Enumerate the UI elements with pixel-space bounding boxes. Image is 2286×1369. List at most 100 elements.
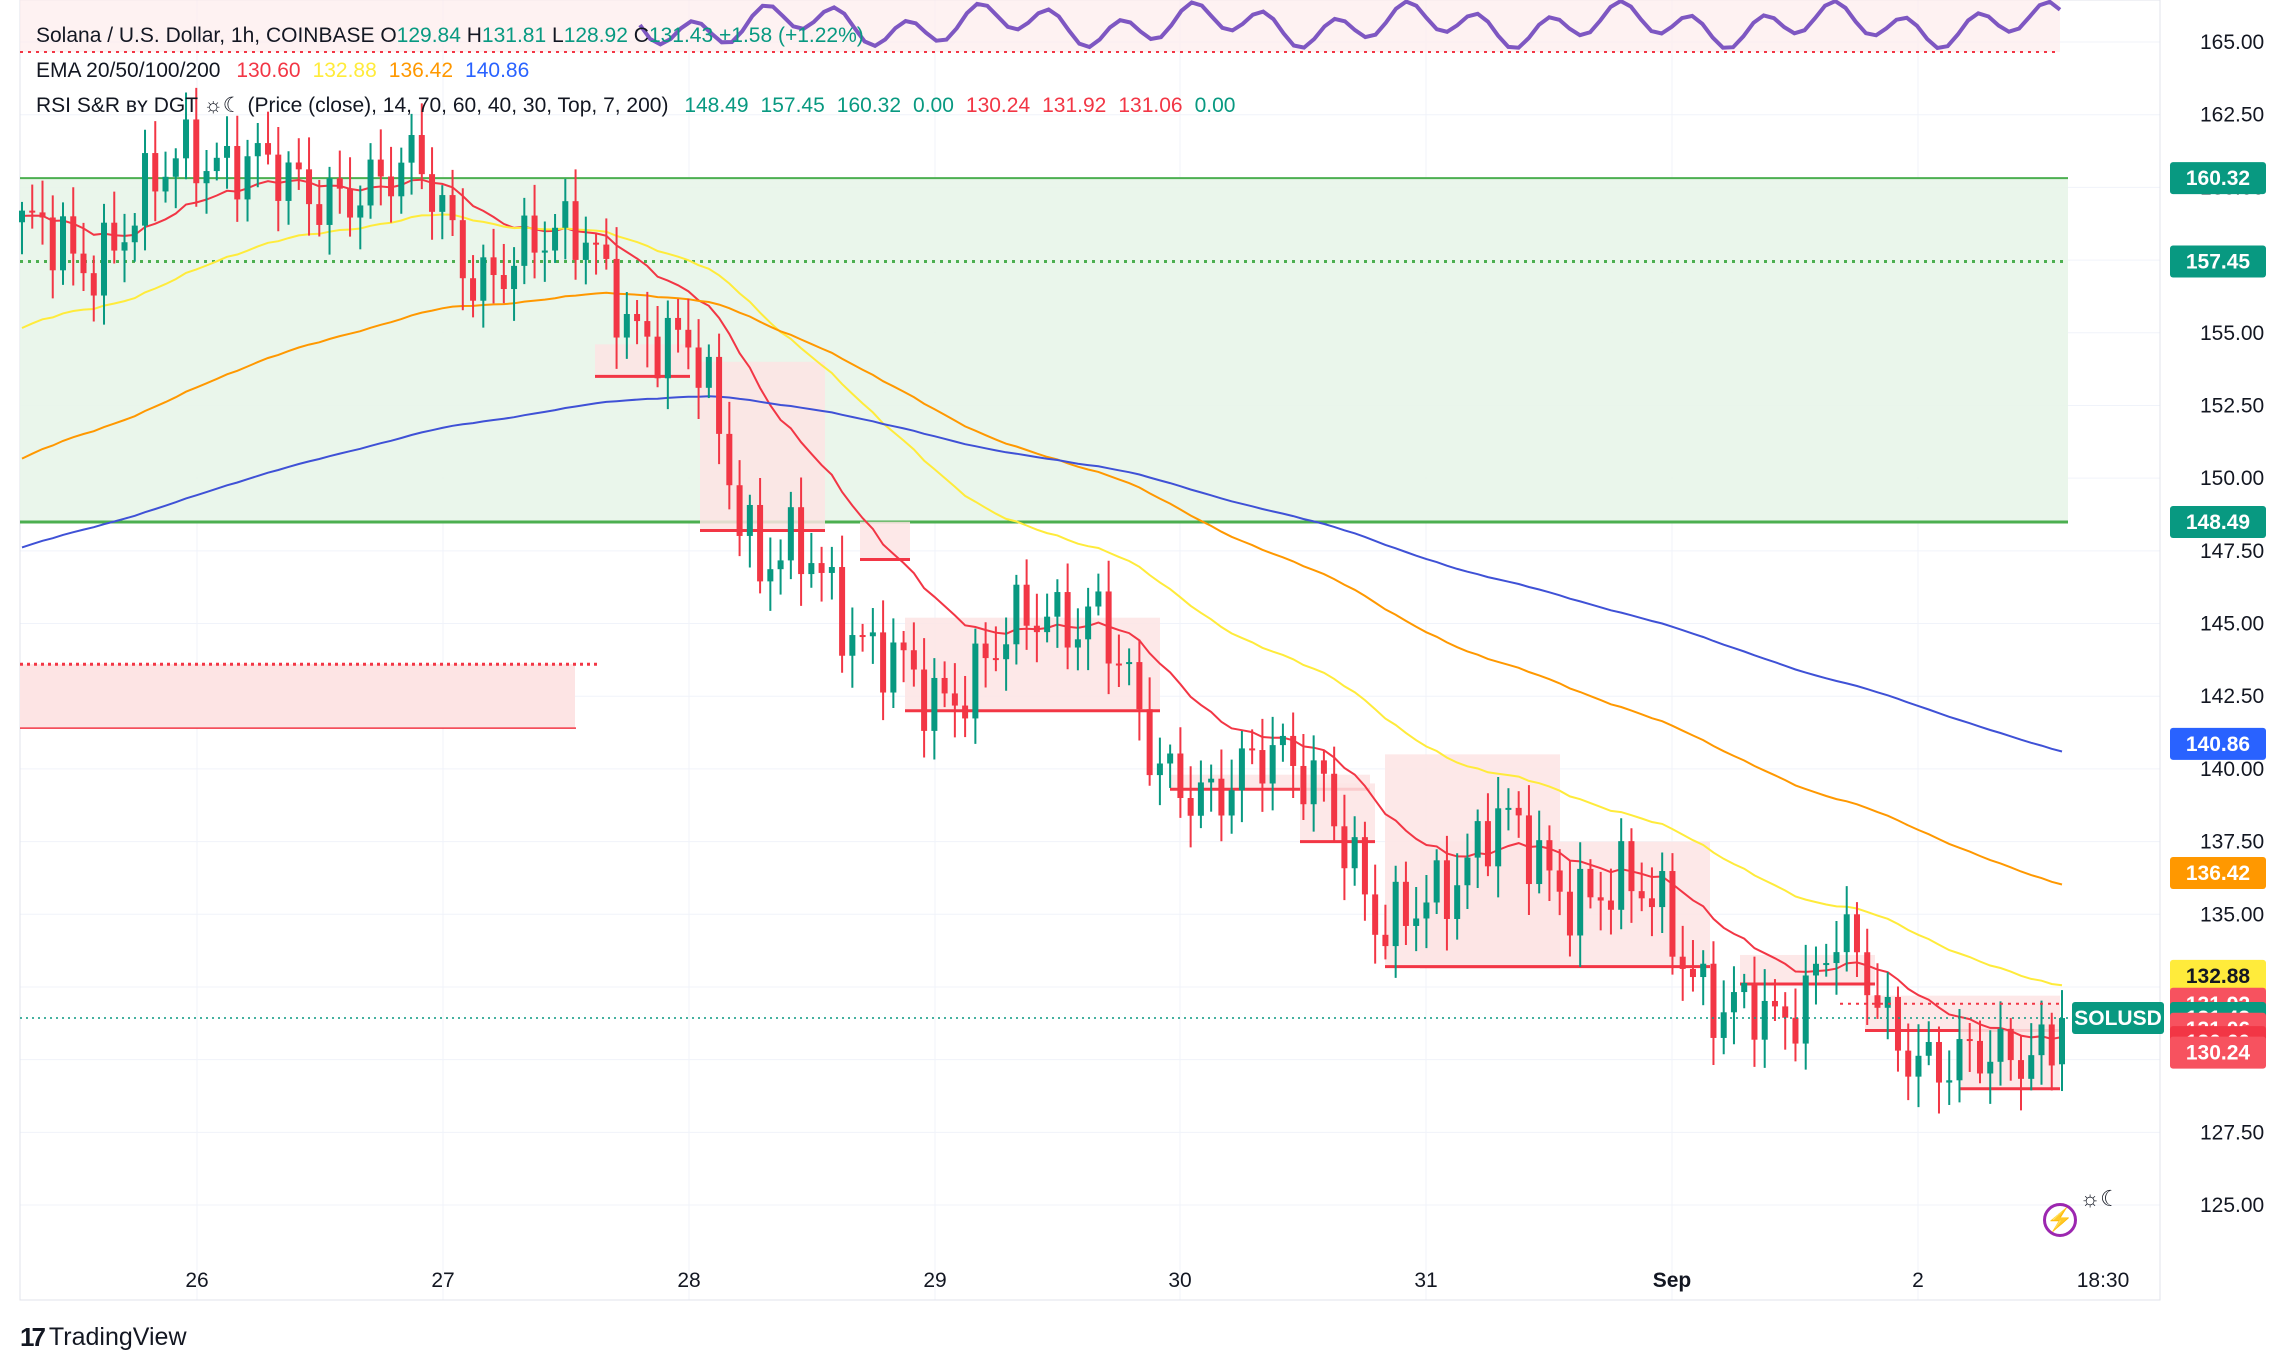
- candle[interactable]: [1208, 764, 1215, 812]
- candle[interactable]: [408, 113, 415, 195]
- candle[interactable]: [1505, 788, 1512, 831]
- candle[interactable]: [449, 169, 456, 236]
- candle[interactable]: [1382, 904, 1389, 960]
- rsi-label[interactable]: RSI S&R ʙʏ DGT ☼☾ (Price (close), 14, 70…: [36, 94, 669, 117]
- candle[interactable]: [798, 477, 805, 606]
- candle[interactable]: [1935, 1026, 1942, 1114]
- candle[interactable]: [1187, 766, 1194, 848]
- candle[interactable]: [1792, 988, 1799, 1062]
- candle[interactable]: [80, 222, 87, 292]
- candle[interactable]: [1833, 920, 1840, 995]
- candle[interactable]: [1177, 727, 1184, 818]
- candle[interactable]: [1464, 833, 1471, 910]
- candle[interactable]: [1372, 864, 1379, 964]
- candle[interactable]: [992, 626, 999, 672]
- candle[interactable]: [367, 143, 374, 219]
- candle[interactable]: [357, 185, 364, 250]
- candle[interactable]: [1771, 979, 1778, 1021]
- candle[interactable]: [982, 622, 989, 688]
- candle[interactable]: [418, 103, 425, 190]
- candle[interactable]: [490, 228, 497, 304]
- symbol-title[interactable]: Solana / U.S. Dollar, 1h, COINBASE: [36, 24, 375, 47]
- candle[interactable]: [1402, 861, 1409, 946]
- lightning-icon[interactable]: ⚡: [2043, 1203, 2077, 1237]
- legend-ema-row[interactable]: EMA 20/50/100/200 130.60 132.88 136.42 140.…: [36, 53, 1247, 88]
- candle[interactable]: [1054, 579, 1061, 648]
- candle[interactable]: [1946, 1050, 1953, 1105]
- candle[interactable]: [1269, 716, 1276, 811]
- candle[interactable]: [1167, 744, 1174, 788]
- candle[interactable]: [654, 306, 661, 388]
- candle[interactable]: [1730, 966, 1737, 1045]
- candle[interactable]: [152, 121, 159, 222]
- candle[interactable]: [1956, 1008, 1963, 1103]
- candle[interactable]: [172, 148, 179, 209]
- theme-toggle-icon[interactable]: ☼☾: [2080, 1186, 2120, 1211]
- candle[interactable]: [1720, 980, 1727, 1055]
- candle[interactable]: [316, 179, 323, 237]
- candle[interactable]: [1454, 853, 1461, 940]
- candle[interactable]: [459, 188, 466, 311]
- candle[interactable]: [1259, 718, 1266, 812]
- candle[interactable]: [900, 630, 907, 683]
- candle[interactable]: [839, 535, 846, 673]
- candle[interactable]: [1843, 886, 1850, 972]
- candle[interactable]: [1074, 608, 1081, 671]
- candle[interactable]: [101, 203, 108, 325]
- candle[interactable]: [1341, 794, 1348, 901]
- candle[interactable]: [962, 675, 969, 738]
- candle[interactable]: [162, 151, 169, 203]
- candle[interactable]: [480, 244, 487, 328]
- candle[interactable]: [1669, 853, 1676, 975]
- candle[interactable]: [1290, 712, 1297, 798]
- candle[interactable]: [1433, 849, 1440, 915]
- candle[interactable]: [1894, 986, 1901, 1072]
- candle[interactable]: [808, 532, 815, 588]
- candle[interactable]: [1474, 809, 1481, 888]
- candle[interactable]: [2059, 990, 2065, 1092]
- candle[interactable]: [726, 401, 733, 510]
- candle[interactable]: [1976, 1020, 1983, 1084]
- candle[interactable]: [613, 227, 620, 369]
- candle[interactable]: [1228, 759, 1235, 834]
- candle[interactable]: [244, 139, 251, 222]
- candle[interactable]: [1648, 867, 1655, 937]
- candle[interactable]: [1905, 1023, 1912, 1101]
- candle[interactable]: [1607, 868, 1614, 935]
- candle[interactable]: [49, 195, 56, 299]
- candle[interactable]: [1556, 849, 1563, 916]
- candle[interactable]: [644, 291, 651, 368]
- candle[interactable]: [736, 460, 743, 557]
- candle[interactable]: [1105, 560, 1112, 695]
- candle[interactable]: [1238, 731, 1245, 823]
- candle[interactable]: [1802, 944, 1809, 1070]
- candle[interactable]: [787, 491, 794, 580]
- candle[interactable]: [1085, 587, 1092, 671]
- candles[interactable]: [19, 87, 2065, 1114]
- candle[interactable]: [1874, 963, 1881, 1019]
- candle[interactable]: [859, 623, 866, 652]
- candle[interactable]: [716, 333, 723, 465]
- candle[interactable]: [777, 539, 784, 595]
- candle[interactable]: [1249, 729, 1256, 765]
- candle[interactable]: [60, 202, 67, 285]
- candle[interactable]: [213, 142, 220, 181]
- candle[interactable]: [1782, 992, 1789, 1050]
- candle[interactable]: [562, 178, 569, 260]
- candle[interactable]: [685, 298, 692, 370]
- candle[interactable]: [1710, 941, 1717, 1066]
- candle[interactable]: [1864, 928, 1871, 1026]
- candle[interactable]: [1156, 737, 1163, 806]
- candle[interactable]: [1525, 785, 1532, 915]
- candle[interactable]: [265, 111, 272, 165]
- candle[interactable]: [541, 221, 548, 282]
- candle[interactable]: [2007, 1017, 2014, 1081]
- candle[interactable]: [951, 663, 958, 738]
- legend-symbol-row[interactable]: Solana / U.S. Dollar, 1h, COINBASE O129.…: [36, 18, 1247, 53]
- candle[interactable]: [746, 494, 753, 568]
- candle[interactable]: [131, 213, 138, 262]
- candle[interactable]: [705, 344, 712, 399]
- ema-label[interactable]: EMA 20/50/100/200: [36, 59, 221, 82]
- candle[interactable]: [183, 92, 190, 180]
- candle[interactable]: [572, 169, 579, 280]
